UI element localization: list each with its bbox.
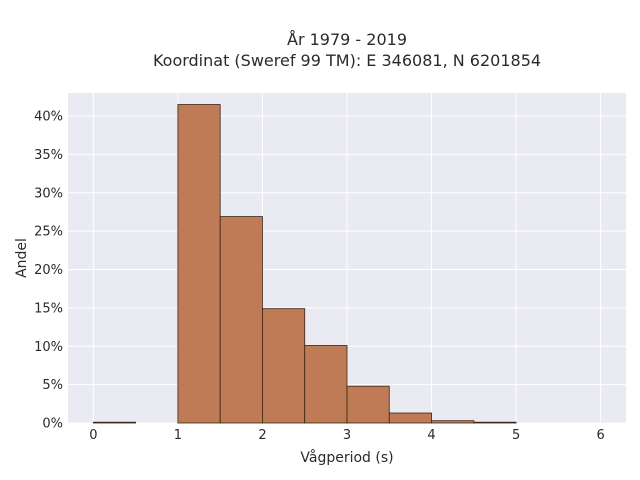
- y-tick-label: 25%: [34, 225, 63, 240]
- x-tick-label: 1: [174, 428, 182, 443]
- histogram-bar: [473, 421, 517, 424]
- histogram-bar: [219, 216, 263, 424]
- x-tick-label: 2: [258, 428, 266, 443]
- bars: [92, 104, 517, 424]
- y-tick-label: 10%: [34, 340, 63, 355]
- histogram-bar: [262, 308, 306, 424]
- x-tick-label: 3: [343, 428, 351, 443]
- x-axis-label: Vågperiod (s): [300, 449, 393, 466]
- y-axis-ticks: 0% 5% 10% 15% 20% 25% 30% 35% 40%: [34, 110, 63, 432]
- y-tick-label: 30%: [34, 186, 63, 201]
- y-tick-label: 5%: [42, 378, 63, 393]
- histogram-bar: [431, 420, 475, 424]
- y-tick-label: 0%: [42, 417, 63, 432]
- x-tick-label: 5: [512, 428, 520, 443]
- y-axis-label: Andel: [14, 238, 30, 278]
- chart-title-line1: År 1979 - 2019: [287, 30, 407, 49]
- y-tick-label: 20%: [34, 263, 63, 278]
- histogram-bar: [346, 385, 390, 424]
- x-tick-label: 0: [89, 428, 97, 443]
- x-axis-ticks: 0 1 2 3 4 5 6: [89, 428, 605, 443]
- histogram-bar: [92, 421, 137, 424]
- chart-title-line2: Koordinat (Sweref 99 TM): E 346081, N 62…: [153, 51, 541, 70]
- y-tick-label: 15%: [34, 301, 63, 316]
- x-tick-label: 6: [596, 428, 604, 443]
- histogram-bar: [388, 412, 432, 424]
- histogram-bar: [177, 104, 221, 424]
- y-tick-label: 40%: [34, 110, 63, 125]
- y-tick-label: 35%: [34, 148, 63, 163]
- x-tick-label: 4: [427, 428, 435, 443]
- histogram-bar: [304, 345, 348, 424]
